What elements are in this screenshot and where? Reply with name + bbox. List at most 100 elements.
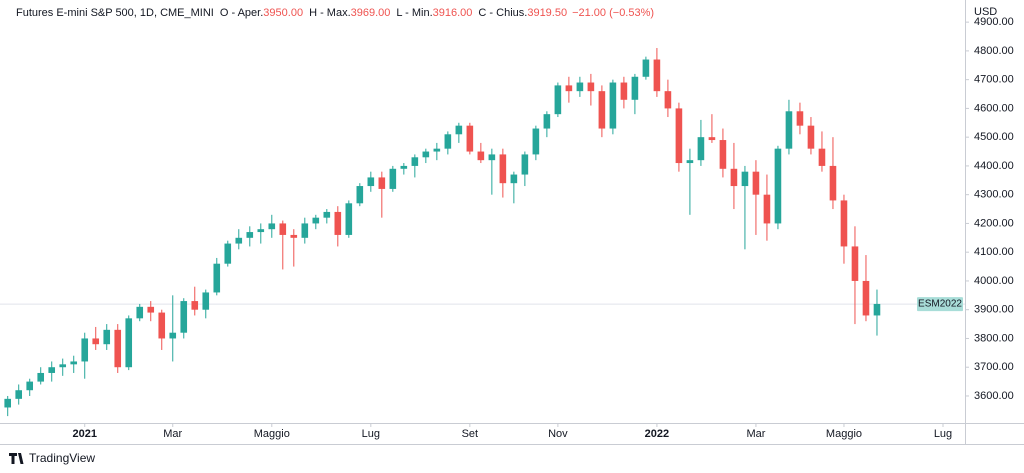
candle-body (323, 211, 331, 218)
candle-body (851, 246, 859, 281)
candle-body (466, 125, 474, 152)
ohlc-label: L - Min. (396, 7, 432, 19)
candle-body (345, 203, 353, 235)
x-tick-label: 2021 (72, 428, 96, 440)
x-tick-label: Mar (163, 428, 182, 440)
candle-body (664, 91, 672, 109)
x-tick-label: Maggio (826, 428, 862, 440)
candle-body (565, 85, 573, 92)
candle-body (356, 186, 364, 204)
symbol-title: Futures E-mini S&P 500, 1D, CME_MINI (16, 7, 214, 19)
candle-body (697, 137, 705, 161)
candle-body (48, 367, 56, 373)
last-price-tag-label: ESM2022 (918, 299, 962, 310)
candle-body (422, 151, 430, 158)
candle-body (510, 174, 518, 184)
y-tick-label: 4600.00 (974, 102, 1014, 114)
candle-body (268, 223, 276, 230)
header: Futures E-mini S&P 500, 1D, CME_MINI O - … (16, 7, 654, 19)
candle-body (532, 128, 540, 155)
candle-body (411, 157, 419, 166)
ohlc-label: O - Aper. (220, 7, 263, 19)
candle-body (653, 59, 661, 92)
candle-body (213, 263, 221, 293)
ohlc-value: 3950.00 (263, 7, 303, 19)
candle-body (114, 329, 122, 368)
candle-body (730, 168, 738, 187)
candle-body (37, 372, 45, 382)
candle-body (807, 125, 815, 149)
candle-body (290, 234, 298, 238)
candle-body (719, 140, 727, 169)
candle-body (433, 148, 441, 152)
candle-body (224, 243, 232, 264)
ohlc-label: C - Chius. (478, 7, 527, 19)
candle-body (587, 82, 595, 92)
x-tick-label: Maggio (254, 428, 290, 440)
candle-body (873, 303, 881, 316)
candle-body (763, 194, 771, 224)
candle-body (389, 168, 397, 189)
candle-body (499, 154, 507, 184)
x-tick-label: Lug (362, 428, 380, 440)
candle-body (279, 223, 287, 235)
candle-body (774, 148, 782, 224)
candle-body (785, 111, 793, 149)
y-tick-label: 4800.00 (974, 45, 1014, 57)
candle-body (862, 280, 870, 316)
brand-logo (9, 453, 24, 464)
brand-name: TradingView (29, 451, 95, 465)
candle-body (301, 223, 309, 238)
x-tick-label: 2022 (645, 428, 669, 440)
brand: TradingView (9, 451, 95, 465)
candle-body (521, 154, 529, 175)
candle-body (180, 301, 188, 333)
candle-body (235, 237, 243, 244)
candle-body (367, 177, 375, 187)
candle-body (158, 312, 166, 339)
x-tick-label: Mar (746, 428, 765, 440)
ohlc-label: H - Max. (309, 7, 351, 19)
y-tick-label: 4100.00 (974, 246, 1014, 258)
candle-body (191, 301, 199, 310)
candle-body (81, 338, 89, 362)
candle-body (477, 151, 485, 161)
candle-body (598, 91, 606, 129)
candle-body (257, 229, 265, 233)
y-tick-label: 4200.00 (974, 217, 1014, 229)
change-value: −21.00 (−0.53%) (572, 7, 654, 19)
candle-body (169, 332, 177, 339)
y-tick-label: 3700.00 (974, 361, 1014, 373)
x-tick-label: Lug (934, 428, 952, 440)
y-tick-label: 4300.00 (974, 189, 1014, 201)
candle-body (70, 361, 78, 365)
candle-body (708, 137, 716, 141)
candle-body (609, 82, 617, 129)
candle-body (136, 306, 144, 319)
candle-body (752, 171, 760, 195)
candle-body (59, 364, 67, 368)
candle-body (554, 85, 562, 115)
candle-body (400, 165, 408, 169)
x-tick-label: Set (462, 428, 479, 440)
y-tick-label: 3800.00 (974, 332, 1014, 344)
candle-body (829, 165, 837, 201)
candles (4, 48, 881, 417)
candle-body (92, 338, 100, 345)
y-tick-label: 4400.00 (974, 160, 1014, 172)
last-price-tag (917, 297, 963, 312)
candle-body (741, 171, 749, 187)
candle-body (103, 329, 111, 345)
candle-body (125, 318, 133, 368)
candle-body (543, 114, 551, 129)
candle-body (818, 148, 826, 166)
y-tick-label: 3600.00 (974, 390, 1014, 402)
y-tick-label: 4000.00 (974, 275, 1014, 287)
y-tick-label: 4500.00 (974, 131, 1014, 143)
ohlc-value: 3969.00 (351, 7, 391, 19)
y-tick-label: 4700.00 (974, 74, 1014, 86)
candle-body (26, 381, 34, 391)
candle-body (631, 76, 639, 100)
